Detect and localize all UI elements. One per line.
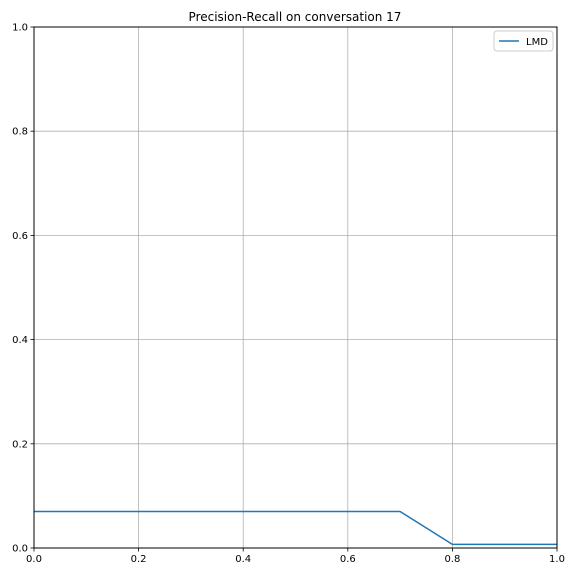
x-tick-label: 0.8	[444, 554, 460, 565]
x-tick-label: 0.4	[235, 554, 251, 565]
axis-ticks: 0.0 0.2 0.4 0.6 0.8 1.0 0.0 0.2 0.4 0.6 0.8 1.0	[12, 23, 565, 566]
x-tick-label: 0.6	[340, 554, 356, 565]
chart-title: Precision-Recall on conversation 17	[189, 10, 402, 24]
y-tick-label: 0.4	[12, 335, 28, 346]
y-tick-label: 0.2	[12, 439, 28, 450]
x-tick-label: 0.2	[131, 554, 147, 565]
legend: LMD	[493, 30, 554, 52]
y-tick-label: 0.8	[12, 127, 28, 138]
y-tick-label: 0.0	[12, 544, 28, 555]
plot-area-frame	[33, 26, 558, 549]
series-layer	[34, 510, 557, 546]
x-tick-label: 1.0	[549, 554, 565, 565]
legend-label-lmd: LMD	[526, 37, 548, 48]
y-tick-label: 0.6	[12, 231, 28, 242]
series-line-lmd	[34, 510, 557, 546]
y-tick-label: 1.0	[12, 23, 28, 34]
x-tick-label: 0.0	[26, 554, 42, 565]
legend-box	[493, 30, 554, 52]
